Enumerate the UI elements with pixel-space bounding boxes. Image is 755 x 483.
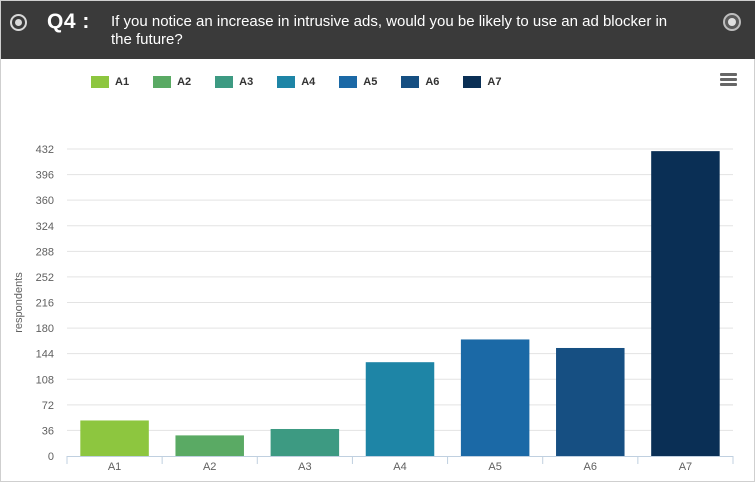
y-tick-label: 252 [36, 272, 54, 284]
chart-legend: A1 A2 A3 A4 A5 A6 A7 [91, 75, 525, 89]
legend-item-a1[interactable]: A1 [91, 75, 129, 89]
x-tick-label: A3 [298, 461, 311, 473]
legend-item-a7[interactable]: A7 [463, 75, 501, 89]
y-tick-label: 72 [42, 400, 54, 412]
hamburger-menu-icon[interactable] [720, 73, 737, 87]
legend-swatch [153, 76, 172, 88]
legend-label: A7 [487, 76, 502, 88]
bar-a4 [365, 362, 435, 456]
radio-icon[interactable] [10, 14, 27, 31]
legend-label: A5 [363, 76, 378, 88]
y-tick-label: 216 [36, 298, 54, 310]
y-tick-label: 144 [36, 349, 54, 361]
y-axis-title: respondents [13, 272, 25, 333]
legend-item-a3[interactable]: A3 [215, 75, 253, 89]
question-header: Q4 : If you notice an increase in intrus… [1, 1, 755, 59]
bar-a7 [651, 151, 720, 456]
bar-chart: 0 36 72 108 144 180 216 252 288 324 360 396 432 respo… [13, 144, 734, 473]
legend-label: A2 [177, 76, 192, 88]
y-tick-label: 324 [36, 221, 54, 233]
legend-swatch [91, 76, 109, 88]
settings-icon[interactable] [723, 13, 741, 31]
legend-swatch [463, 76, 482, 88]
legend-item-a4[interactable]: A4 [277, 75, 315, 89]
bar-a3 [270, 428, 340, 456]
legend-swatch [215, 76, 234, 88]
bar-a1 [80, 420, 149, 456]
bar-a6 [556, 347, 625, 456]
y-tick-label: 108 [36, 374, 54, 386]
x-tick-label: A6 [584, 461, 597, 473]
x-tick-label: A5 [488, 461, 501, 473]
y-tick-label: 0 [48, 451, 54, 463]
x-tick-label: A4 [393, 461, 406, 473]
y-tick-label: 180 [36, 323, 54, 335]
legend-item-a2[interactable]: A2 [153, 75, 191, 89]
question-text: If you notice an increase in intrusive a… [111, 13, 668, 48]
legend-label: A1 [115, 76, 130, 88]
legend-label: A4 [301, 76, 316, 88]
legend-swatch [277, 76, 296, 88]
bar-a2 [175, 435, 244, 456]
legend-item-a6[interactable]: A6 [401, 75, 439, 89]
y-tick-label: 288 [36, 246, 54, 258]
x-tick-label: A1 [108, 461, 121, 473]
legend-swatch [401, 76, 420, 88]
question-number: Q4 : [47, 10, 90, 33]
y-tick-label: 432 [36, 144, 54, 156]
legend-item-a5[interactable]: A5 [339, 75, 377, 89]
legend-swatch [339, 76, 358, 88]
y-tick-label: 36 [42, 425, 54, 437]
bar-a5 [460, 339, 530, 456]
legend-label: A3 [239, 76, 254, 88]
legend-label: A6 [425, 76, 440, 88]
x-tick-label: A7 [679, 461, 692, 473]
x-tick-label: A2 [203, 461, 216, 473]
y-tick-label: 396 [36, 170, 54, 182]
y-tick-label: 360 [36, 195, 54, 207]
